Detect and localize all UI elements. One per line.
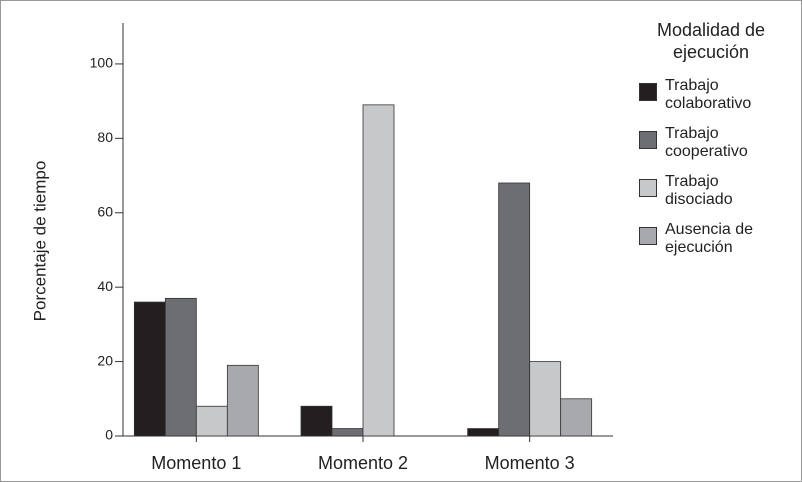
legend-label: Trabajo colaborativo [665, 77, 752, 112]
x-tick-label: Momento 1 [151, 453, 241, 473]
legend-swatch [639, 179, 657, 197]
y-tick-label: 40 [97, 278, 113, 294]
bar [362, 104, 395, 437]
legend: Modalidad de ejecución Trabajo colaborat… [631, 19, 791, 269]
legend-item: Trabajo cooperativo [631, 125, 791, 161]
chart: Porcentaje de tiempo 0 20 40 60 80 100 Momento… [30, 23, 613, 473]
y-tick-label: 80 [97, 129, 113, 145]
bar [195, 405, 228, 437]
bar [164, 297, 197, 437]
x-tick-label: Momento 2 [318, 453, 408, 473]
legend-swatch [639, 83, 657, 101]
y-tick-label: 0 [105, 427, 113, 443]
bar [467, 428, 500, 437]
bar [331, 428, 364, 437]
legend-label: Trabajo cooperativo [665, 125, 748, 160]
legend-title: Modalidad de ejecución [656, 20, 766, 62]
legend-swatch [639, 227, 657, 245]
legend-item: Ausencia de ejecución [631, 221, 791, 257]
legend-label: Trabajo disociado [665, 173, 733, 208]
bar [529, 361, 562, 437]
legend-item: Trabajo disociado [631, 173, 791, 209]
legend-label: Ausencia de ejecución [665, 221, 754, 256]
x-tick-label: Momento 3 [485, 453, 575, 473]
bar [498, 182, 531, 437]
bar [226, 364, 259, 437]
y-tick-label: 20 [97, 352, 113, 368]
y-tick-label: 60 [97, 203, 113, 219]
bar [300, 405, 333, 437]
y-axis-label: Porcentaje de tiempo [30, 161, 49, 322]
bar [133, 301, 166, 437]
bar [560, 398, 593, 437]
y-tick-label: 100 [90, 55, 114, 71]
legend-swatch [639, 131, 657, 149]
legend-item: Trabajo colaborativo [631, 77, 791, 113]
